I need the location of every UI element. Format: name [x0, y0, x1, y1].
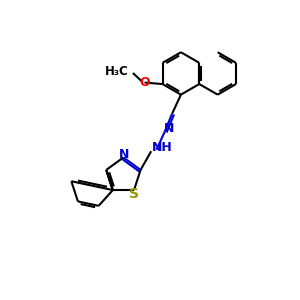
Text: N: N: [164, 122, 174, 135]
Text: H₃C: H₃C: [105, 65, 128, 78]
Text: N: N: [119, 148, 130, 161]
Text: NH: NH: [152, 141, 172, 154]
Text: O: O: [139, 76, 150, 89]
Text: S: S: [129, 187, 139, 201]
